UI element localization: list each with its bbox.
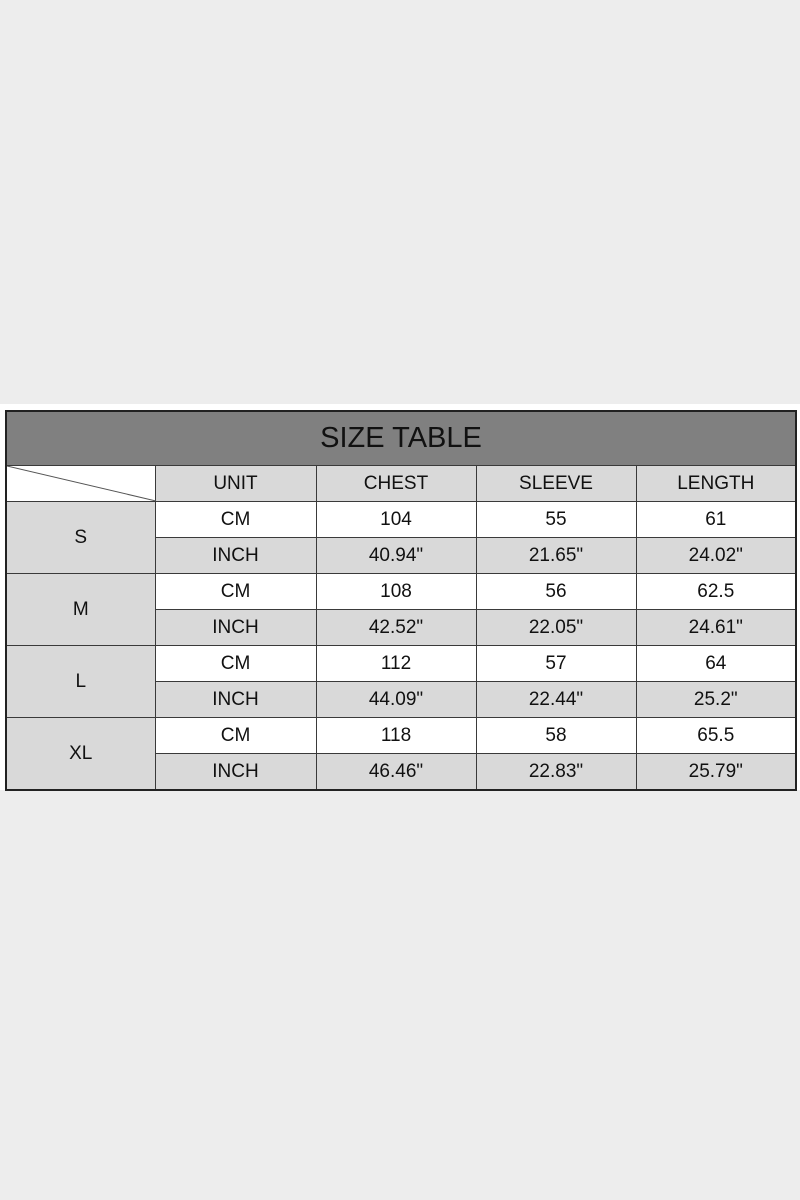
table-row: INCH 46.46" 22.83" 25.79"	[6, 753, 797, 791]
value-cell: 108	[315, 573, 477, 610]
table-row: INCH 40.94" 21.65" 24.02"	[6, 537, 797, 574]
value-cell: 56	[475, 573, 637, 610]
value-cell: 104	[315, 501, 477, 538]
table-row: INCH 42.52" 22.05" 24.61"	[6, 609, 797, 646]
unit-cell: CM	[154, 717, 317, 754]
value-cell: 62.5	[635, 573, 797, 610]
size-label: S	[5, 501, 156, 574]
table-row: L CM 112 57 64	[5, 645, 797, 718]
header-chest: CHEST	[315, 465, 477, 502]
header-sleeve: SLEEVE	[475, 465, 637, 502]
unit-cell: INCH	[154, 537, 317, 574]
value-cell: 24.61"	[635, 609, 797, 646]
value-cell: 22.05"	[475, 609, 637, 646]
value-cell: 25.2"	[635, 681, 797, 718]
value-cell: 44.09"	[315, 681, 477, 718]
size-label: M	[5, 573, 156, 646]
value-cell: 64	[635, 645, 797, 682]
unit-cell: INCH	[154, 681, 317, 718]
header-unit: UNIT	[154, 465, 317, 502]
size-label: XL	[5, 717, 156, 791]
value-cell: 57	[475, 645, 637, 682]
unit-cell: INCH	[154, 609, 317, 646]
value-cell: 22.83"	[475, 753, 637, 791]
value-cell: 65.5	[635, 717, 797, 754]
value-cell: 46.46"	[315, 753, 477, 791]
unit-cell: CM	[154, 501, 317, 538]
value-cell: 22.44"	[475, 681, 637, 718]
value-cell: 58	[475, 717, 637, 754]
table-title: SIZE TABLE	[5, 410, 797, 466]
unit-cell: INCH	[154, 753, 317, 791]
table-row: INCH 44.09" 22.44" 25.2"	[6, 681, 797, 718]
diagonal-line	[7, 466, 156, 501]
value-cell: 61	[635, 501, 797, 538]
header-length: LENGTH	[635, 465, 797, 502]
unit-cell: CM	[154, 645, 317, 682]
table-row: XL CM 118 58 65.5	[5, 717, 797, 791]
value-cell: 118	[315, 717, 477, 754]
value-cell: 55	[475, 501, 637, 538]
size-table: SIZE TABLE UNIT CHEST SLEEVE LENGTH S CM 1…	[5, 410, 798, 791]
value-cell: 112	[315, 645, 477, 682]
value-cell: 24.02"	[635, 537, 797, 574]
value-cell: 40.94"	[315, 537, 477, 574]
corner-cell	[5, 465, 156, 502]
table-row: M CM 108 56 62.5	[5, 573, 797, 646]
unit-cell: CM	[154, 573, 317, 610]
value-cell: 42.52"	[315, 609, 477, 646]
value-cell: 21.65"	[475, 537, 637, 574]
size-label: L	[5, 645, 156, 718]
value-cell: 25.79"	[635, 753, 797, 791]
table-row: S CM 104 55 61	[5, 501, 797, 574]
